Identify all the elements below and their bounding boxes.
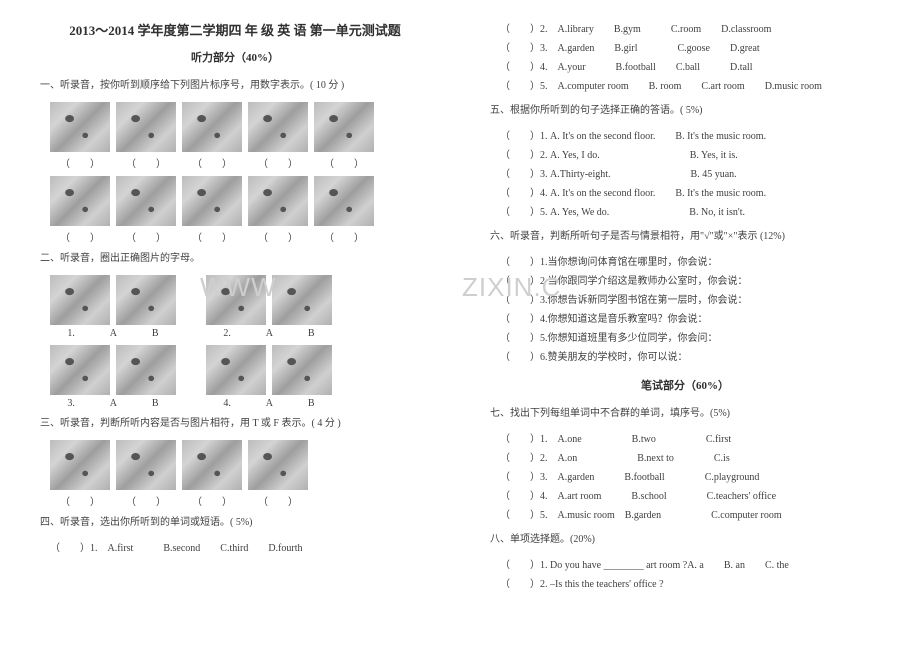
s8-item: （ ）1. Do you have ________ art room ?A. … [500, 556, 880, 575]
s7-item: （ ）2. A.on B.next to C.is [500, 449, 880, 468]
paren-blank: （ ） [50, 493, 110, 508]
s1-row1 [50, 102, 430, 152]
written-header: 笔试部分（60%） [490, 377, 880, 393]
section-8-header: 八、单项选择题。(20%) [490, 531, 880, 548]
section-5-header: 五、根据你所听到的句子选择正确的答语。( 5%) [490, 102, 880, 119]
s4-q5: （ ）5. A.computer room B. room C.art room… [500, 77, 880, 96]
paren-blank: （ ） [248, 155, 308, 170]
s2-labelcell: 2.AB [206, 328, 332, 339]
s7-item: （ ）3. A.garden B.football C.playground [500, 468, 880, 487]
s2-labelrow2: 3.AB 4.AB [50, 398, 430, 409]
s3-thumb [182, 440, 242, 490]
s2-thumb [206, 275, 266, 325]
s5-item: （ ）3. A.Thirty-eight. B. 45 yuan. [500, 165, 880, 184]
s2-thumb [50, 345, 110, 395]
s1-thumb [314, 102, 374, 152]
section-1-header: 一、听录音，按你听到顺序给下列图片标序号，用数字表示。( 10 分 ) [40, 77, 430, 94]
s1-thumb [314, 176, 374, 226]
s3-parenrow: （ ） （ ） （ ） （ ） [50, 493, 430, 508]
paren-blank: （ ） [50, 229, 110, 244]
s6-item: （ ）6.赞美朋友的学校时，你可以说： [500, 348, 880, 367]
s5-item: （ ）4. A. It's on the second floor. B. It… [500, 184, 880, 203]
s2-row2 [50, 345, 430, 395]
s1-thumb [116, 176, 176, 226]
listening-header: 听力部分（40%） [40, 49, 430, 65]
s7-item: （ ）1. A.one B.two C.first [500, 430, 880, 449]
s5-item: （ ）5. A. Yes, We do. B. No, it isn't. [500, 203, 880, 222]
s1-thumb [248, 102, 308, 152]
section-6-header: 六、听录音，判断所听句子是否与情景相符，用"√"或"×"表示 (12%) [490, 228, 880, 245]
section-7-header: 七、找出下列每组单词中不合群的单词，填序号。(5%) [490, 405, 880, 422]
s6-item: （ ）1.当你想询问体育馆在哪里时，你会说： [500, 253, 880, 272]
s1-thumb [50, 176, 110, 226]
paren-blank: （ ） [182, 493, 242, 508]
s5-item: （ ）1. A. It's on the second floor. B. It… [500, 127, 880, 146]
s1-thumb [182, 102, 242, 152]
paren-blank: （ ） [182, 155, 242, 170]
s4-q3: （ ）3. A.garden B.girl C.goose D.great [500, 39, 880, 58]
s5-item: （ ）2. A. Yes, I do. B. Yes, it is. [500, 146, 880, 165]
paren-blank: （ ） [182, 229, 242, 244]
s2-thumb [272, 275, 332, 325]
s2-thumb [206, 345, 266, 395]
s2-labelcell: 3.AB [50, 398, 176, 409]
s2-thumb [116, 275, 176, 325]
s6-item: （ ）3.你想告诉新同学图书馆在第一层时，你会说： [500, 291, 880, 310]
s3-thumb [116, 440, 176, 490]
s2-thumb [272, 345, 332, 395]
section-4-header: 四、听录音，选出你所听到的单词或短语。( 5%) [40, 514, 430, 531]
s2-thumb [50, 275, 110, 325]
section-2-header: 二、听录音，圈出正确图片的字母。 [40, 250, 430, 267]
s2-thumb [116, 345, 176, 395]
s1-parenrow1: （ ） （ ） （ ） （ ） （ ） [50, 155, 430, 170]
page-container: 2013～2014 学年度第二学期四 年 级 英 语 第一单元测试题 听力部分（… [0, 0, 920, 604]
paren-blank: （ ） [248, 229, 308, 244]
s1-parenrow2: （ ） （ ） （ ） （ ） （ ） [50, 229, 430, 244]
paren-blank: （ ） [248, 493, 308, 508]
s1-thumb [50, 102, 110, 152]
s7-item: （ ）5. A.music room B.garden C.computer r… [500, 506, 880, 525]
s3-thumb [248, 440, 308, 490]
s3-thumb [50, 440, 110, 490]
s6-item: （ ）5.你想知道班里有多少位同学，你会问： [500, 329, 880, 348]
s1-row2 [50, 176, 430, 226]
s6-item: （ ）2 当你跟同学介绍这是教师办公室时，你会说： [500, 272, 880, 291]
right-column: （ ）2. A.library B.gym C.room D.classroom… [490, 20, 880, 594]
s6-item: （ ）4.你想知道这是音乐教室吗？你会说： [500, 310, 880, 329]
paren-blank: （ ） [50, 155, 110, 170]
paren-blank: （ ） [116, 229, 176, 244]
s2-labelcell: 4.AB [206, 398, 332, 409]
s4-q4: （ ）4. A.your B.football C.ball D.tall [500, 58, 880, 77]
s2-row1 [50, 275, 430, 325]
s1-thumb [182, 176, 242, 226]
s7-item: （ ）4. A.art room B.school C.teachers' of… [500, 487, 880, 506]
paren-blank: （ ） [314, 229, 374, 244]
s2-labelrow1: 1.AB 2.AB [50, 328, 430, 339]
section-3-header: 三、听录音，判断所听内容是否与图片相符，用 T 或 F 表示。( 4 分 ) [40, 415, 430, 432]
paren-blank: （ ） [116, 155, 176, 170]
paren-blank: （ ） [116, 493, 176, 508]
s4-q2: （ ）2. A.library B.gym C.room D.classroom [500, 20, 880, 39]
paren-blank: （ ） [314, 155, 374, 170]
s3-row [50, 440, 430, 490]
s4-q1: （ ）1. A.first B.second C.third D.fourth [50, 539, 430, 558]
s8-item: （ ）2. –Is this the teachers' office ? [500, 575, 880, 594]
s1-thumb [116, 102, 176, 152]
left-column: 2013～2014 学年度第二学期四 年 级 英 语 第一单元测试题 听力部分（… [40, 20, 430, 594]
s1-thumb [248, 176, 308, 226]
doc-title: 2013～2014 学年度第二学期四 年 级 英 语 第一单元测试题 [40, 20, 430, 39]
s2-labelcell: 1.AB [50, 328, 176, 339]
